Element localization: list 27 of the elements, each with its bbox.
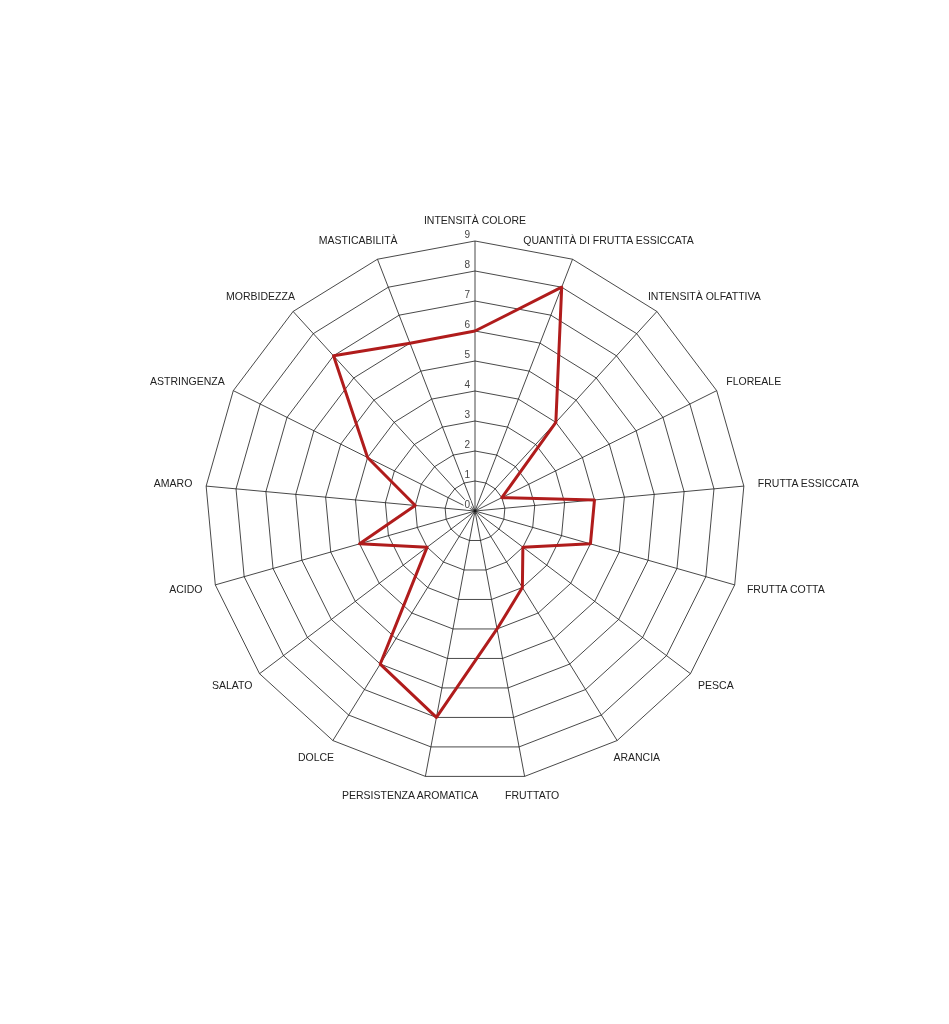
spoke-label: PERSISTENZA AROMATICA (342, 789, 479, 802)
y-tick-label: 4 (464, 379, 471, 390)
spoke-label: INTENSITÀ OLFATTIVA (647, 289, 761, 302)
spoke-label: INTENSITÀ COLORE (423, 214, 527, 226)
spoke-label: AMARO (153, 477, 193, 490)
spoke-label: QUANTITÀ DI FRUTTA ESSICCATA (523, 233, 694, 246)
y-tick-label: 2 (464, 439, 471, 450)
spoke-label: FRUTTA COTTA (746, 583, 825, 596)
y-tick-label: 5 (464, 349, 471, 360)
y-tick-label: 6 (464, 319, 471, 330)
y-tick-label: 3 (464, 409, 471, 420)
y-tick-label: 7 (464, 289, 471, 300)
y-tick-label: 0 (464, 499, 471, 510)
spoke-label: ARANCIA (613, 750, 661, 763)
spoke-label: FRUTTATO (505, 789, 560, 802)
y-tick-label: 9 (464, 229, 471, 240)
y-tick-label: 8 (464, 259, 471, 270)
spoke-label: ASTRINGENZA (150, 374, 225, 387)
spoke-label: MASTICABILITÀ (318, 233, 398, 246)
spoke-label: DOLCE (297, 750, 335, 763)
spoke-label: FLOREALE (726, 374, 782, 387)
spoke-label: ACIDO (169, 583, 203, 596)
y-tick-label: 1 (464, 469, 471, 480)
spoke-label: PESCA (698, 678, 734, 691)
spoke-label: FRUTTA ESSICCATA (757, 477, 859, 490)
spoke-label: MORBIDEZZA (226, 289, 295, 302)
spoke-label: SALATO (211, 678, 253, 691)
